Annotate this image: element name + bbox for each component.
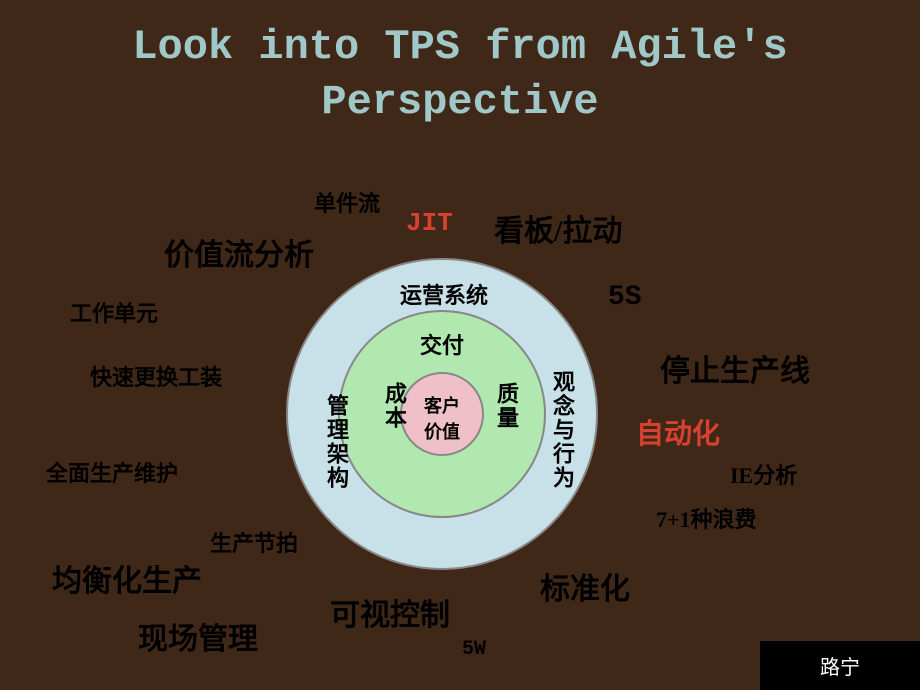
ring-label-outer_left: 管理架构 [320,394,352,490]
term-5: 工作单元 [70,296,158,328]
term-4: 5S [608,282,642,313]
term-2: 看板/拉动 [494,206,622,250]
term-12: 生产节拍 [210,526,298,558]
ring-label-middle_right: 质量 [490,382,522,430]
term-15: 可视控制 [330,590,450,634]
footer-author: 路宁 [760,641,920,690]
term-13: 均衡化生产 [52,556,202,600]
term-10: IE分析 [730,458,797,490]
term-14: 标准化 [540,564,630,608]
term-17: 5W [462,638,486,661]
ring-label-middle_left: 成本 [378,382,410,430]
term-3: 价值流分析 [164,230,314,274]
center-label: 客户价值 [400,392,484,444]
term-8: 自动化 [636,412,720,452]
term-11: 7+1种浪费 [656,502,757,534]
term-1: JIT [406,208,453,238]
ring-label-middle_top: 交付 [420,328,464,360]
ring-label-outer_top: 运营系统 [400,278,488,310]
ring-label-outer_right: 观念与行为 [546,370,578,490]
slide-title: Look into TPS from Agile'sPerspective [0,20,920,129]
term-7: 快速更换工装 [90,360,222,392]
term-9: 全面生产维护 [46,456,178,488]
term-6: 停止生产线 [660,346,810,390]
term-16: 现场管理 [138,614,258,658]
term-0: 单件流 [314,186,380,218]
